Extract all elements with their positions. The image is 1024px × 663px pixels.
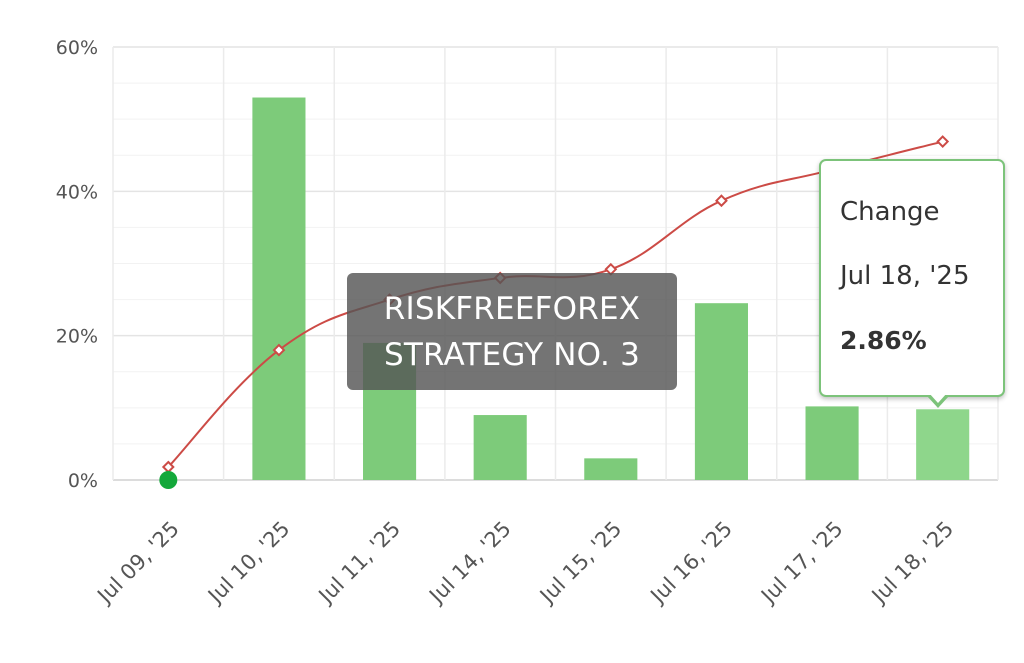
line-point bbox=[715, 194, 728, 208]
bar bbox=[584, 458, 638, 480]
watermark-line-1: RISKFREEFOREX bbox=[383, 290, 641, 327]
tooltip-value: 2.86% bbox=[840, 326, 927, 355]
x-tick-label: Jul 16, '25 bbox=[645, 517, 737, 609]
x-tick-label: Jul 18, '25 bbox=[866, 517, 958, 609]
watermark-line-2: STRATEGY NO. 3 bbox=[383, 336, 641, 373]
x-tick-label: Jul 17, '25 bbox=[755, 517, 847, 609]
x-tick-label: Jul 14, '25 bbox=[423, 517, 515, 609]
bar bbox=[252, 97, 306, 481]
line-point bbox=[272, 343, 286, 357]
bar bbox=[805, 406, 859, 480]
bar bbox=[694, 303, 748, 480]
y-tick-label: 40% bbox=[56, 181, 98, 203]
start-marker bbox=[159, 471, 178, 489]
x-tick-label: Jul 09, '25 bbox=[92, 517, 184, 609]
bar bbox=[916, 409, 970, 480]
x-axis: Jul 09, '25 Jul 10, '25 Jul 11, '25 Jul 14,… bbox=[92, 517, 959, 609]
line-point bbox=[936, 135, 950, 148]
x-tick-label: Jul 10, '25 bbox=[202, 517, 294, 609]
tooltip-arrow-inner bbox=[929, 393, 947, 403]
tooltip-date: Jul 18, '25 bbox=[840, 261, 970, 291]
y-axis: 0% 20% 40% 60% bbox=[56, 37, 98, 492]
tooltip-label: Change bbox=[840, 197, 940, 227]
y-tick-label: 20% bbox=[56, 326, 98, 348]
watermark: RISKFREEFOREX STRATEGY NO. 3 bbox=[347, 273, 677, 390]
y-tick-label: 0% bbox=[68, 470, 98, 492]
y-tick-label: 60% bbox=[56, 37, 98, 59]
bar bbox=[473, 415, 527, 480]
x-tick-label: Jul 11, '25 bbox=[313, 517, 405, 609]
chart-tooltip: Change Jul 18, '25 2.86% bbox=[819, 159, 1005, 397]
x-tick-label: Jul 15, '25 bbox=[534, 517, 626, 609]
